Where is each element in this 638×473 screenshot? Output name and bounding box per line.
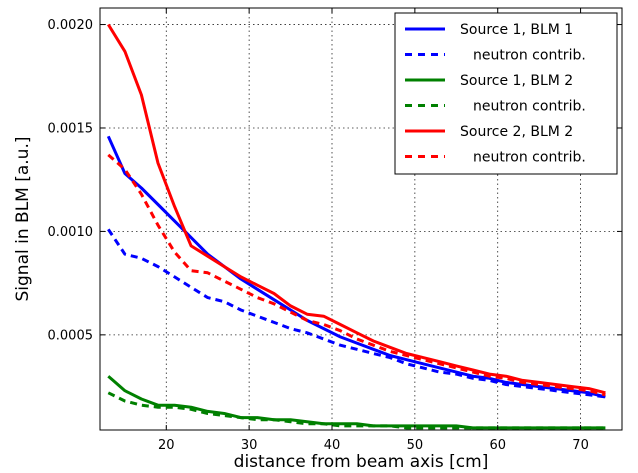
series-line-1 [106,135,606,399]
legend-label: Source 1, BLM 2 [460,73,573,89]
y-axis-label: Signal in BLM [a.u.] [13,137,33,302]
series-line-4 [107,391,606,430]
x-tick-label: 50 [407,438,424,453]
axis-ticks: 20 30 40 50 60 70 0.0005 0.0010 0.0015 0.0020 [48,8,622,453]
plot-frame [99,7,623,431]
legend-box [394,12,618,175]
legend-label: neutron contrib. [473,48,586,64]
series-line-3 [107,375,606,430]
legend-label: Source 1, BLM 1 [460,22,573,38]
legend-label: neutron contrib. [473,99,586,115]
series-lines [106,23,606,430]
x-axis-label: distance from beam axis [cm] [234,452,489,472]
y-tick-label: 0.0010 [48,225,94,240]
y-tick-label: 0.0015 [48,121,94,136]
series-line-2 [107,228,606,399]
x-tick-label: 20 [158,438,175,453]
x-tick-label: 40 [324,438,341,453]
legend-label: neutron contrib. [473,150,586,166]
x-tick-label: 60 [489,438,506,453]
legend: Source 1, BLM 1 neutron contrib. Source 1,… [394,12,618,175]
series-line-5 [107,23,606,395]
legend-label: Source 2, BLM 2 [460,124,573,140]
x-tick-label: 70 [572,438,589,453]
x-tick-label: 30 [241,438,258,453]
y-tick-label: 0.0020 [48,18,94,33]
series-line-6 [107,153,606,397]
y-tick-label: 0.0005 [48,328,94,343]
